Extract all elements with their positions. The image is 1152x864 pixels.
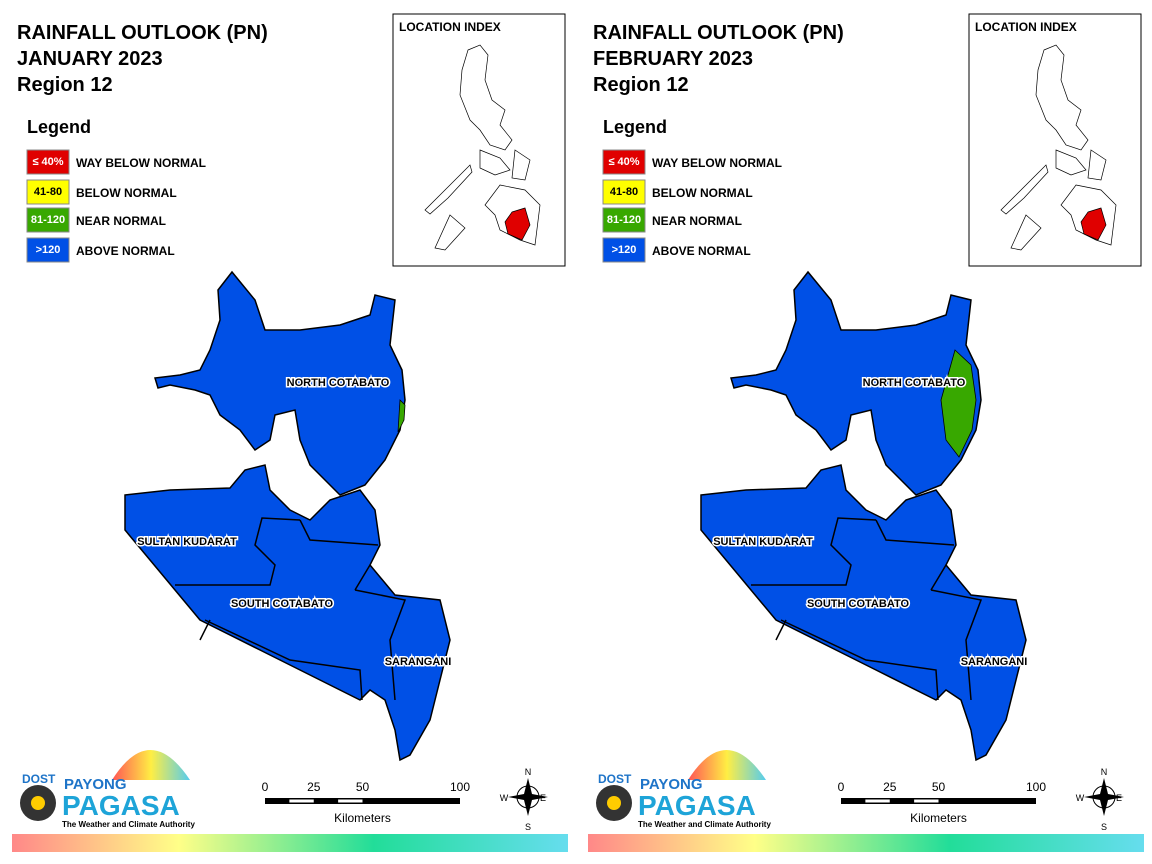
- index-country: [1000, 44, 1117, 251]
- legend-label: ABOVE NORMAL: [652, 244, 751, 258]
- province-label: SARANGANI: [961, 656, 1028, 668]
- compass-letter: N: [525, 767, 532, 777]
- panel: RAINFALL OUTLOOK (PN) JANUARY 2023 Region …: [12, 13, 568, 852]
- legend-label: ABOVE NORMAL: [76, 244, 175, 258]
- scale-label: 100: [450, 780, 470, 794]
- province-label: NORTH COTABATO: [287, 377, 390, 389]
- scale-unit: Kilometers: [334, 811, 391, 825]
- near-normal-area: [940, 349, 977, 458]
- logo-tagline: The Weather and Climate Authority: [62, 820, 195, 829]
- province-boundary: [751, 517, 983, 701]
- province-label: SULTAN KUDARAT: [713, 536, 813, 548]
- title: RAINFALL OUTLOOK (PN): [17, 22, 268, 44]
- logo-umbrella: [688, 750, 766, 780]
- legend-swatch-text: 41-80: [610, 186, 638, 198]
- compass-rose: [1084, 778, 1124, 816]
- legend-swatch: [602, 179, 646, 205]
- legend-swatch-text: >120: [612, 244, 637, 256]
- scale-bar-white: [914, 799, 939, 803]
- logo-brand1: PAYONG: [640, 776, 703, 793]
- legend-swatch: [26, 149, 70, 175]
- legend-label: NEAR NORMAL: [76, 214, 166, 228]
- scale-label: 100: [1026, 780, 1046, 794]
- scale-bar-white: [338, 799, 363, 803]
- scale-label: 25: [883, 780, 897, 794]
- province-label: SARANGANI: [385, 656, 452, 668]
- index-region12: [504, 207, 531, 241]
- compass-letter: E: [1116, 793, 1122, 803]
- legend-swatch-text: 41-80: [34, 186, 62, 198]
- logo-brand2: PAGASA: [62, 790, 180, 821]
- province-south: [124, 464, 451, 762]
- scale-label: 0: [262, 780, 269, 794]
- legend-label: NEAR NORMAL: [652, 214, 742, 228]
- legend-label: BELOW NORMAL: [76, 186, 177, 200]
- province-south: [700, 464, 1027, 762]
- scale-label: 25: [307, 780, 321, 794]
- legend-swatch: [26, 179, 70, 205]
- province-label: SULTAN KUDARAT: [137, 536, 237, 548]
- legend-title: Legend: [603, 117, 667, 137]
- compass-ring: [1092, 785, 1116, 809]
- compass-letter: S: [525, 822, 531, 832]
- logo-agency: DOST: [598, 772, 632, 786]
- province-north-cotabato: [730, 270, 982, 496]
- legend-label: WAY BELOW NORMAL: [652, 156, 782, 170]
- legend-label: BELOW NORMAL: [652, 186, 753, 200]
- logo-tagline: The Weather and Climate Authority: [638, 820, 771, 829]
- province-label: SOUTH COTABATO: [807, 598, 909, 610]
- legend-swatch: [602, 149, 646, 175]
- color-band: [588, 834, 1144, 852]
- index-country: [424, 44, 541, 251]
- index-title: LOCATION INDEX: [975, 20, 1077, 34]
- logo-umbrella: [112, 750, 190, 780]
- region: Region 12: [593, 74, 689, 96]
- logo-agency: DOST: [22, 772, 56, 786]
- legend-swatch: [602, 237, 646, 263]
- compass-letter: E: [540, 793, 546, 803]
- title: RAINFALL OUTLOOK (PN): [593, 22, 844, 44]
- province-label: NORTH COTABATO: [863, 377, 966, 389]
- scale-unit: Kilometers: [910, 811, 967, 825]
- legend-swatch-text: 81-120: [31, 214, 65, 226]
- month: JANUARY 2023: [17, 48, 163, 70]
- legend-swatch-text: 81-120: [607, 214, 641, 226]
- scale-label: 50: [932, 780, 946, 794]
- legend-swatch: [26, 237, 70, 263]
- compass-ring: [516, 785, 540, 809]
- province-label: SOUTH COTABATO: [231, 598, 333, 610]
- logo-brand2: PAGASA: [638, 790, 756, 821]
- near-normal-area: [397, 399, 406, 433]
- compass-letter: N: [1101, 767, 1108, 777]
- legend-swatch: [26, 207, 70, 233]
- province-boundary: [175, 517, 407, 701]
- legend-swatch-text: ≤ 40%: [608, 156, 639, 168]
- compass-letter: W: [500, 793, 509, 803]
- logo-sun-core: [607, 796, 621, 810]
- index-title: LOCATION INDEX: [399, 20, 501, 34]
- legend-swatch-text: ≤ 40%: [32, 156, 63, 168]
- logo-sun-core: [31, 796, 45, 810]
- month: FEBRUARY 2023: [593, 48, 753, 70]
- legend-title: Legend: [27, 117, 91, 137]
- legend-label: WAY BELOW NORMAL: [76, 156, 206, 170]
- legend-swatch: [602, 207, 646, 233]
- color-band: [12, 834, 568, 852]
- region: Region 12: [17, 74, 113, 96]
- compass-letter: W: [1076, 793, 1085, 803]
- legend-swatch-text: >120: [36, 244, 61, 256]
- scale-label: 0: [838, 780, 845, 794]
- compass-rose: [508, 778, 548, 816]
- province-north-cotabato: [154, 270, 406, 496]
- scale-bar-white: [865, 799, 890, 803]
- compass-letter: S: [1101, 822, 1107, 832]
- panel: RAINFALL OUTLOOK (PN) FEBRUARY 2023 Region…: [588, 13, 1144, 852]
- scale-label: 50: [356, 780, 370, 794]
- logo-brand1: PAYONG: [64, 776, 127, 793]
- scale-bar-white: [289, 799, 314, 803]
- index-region12: [1080, 207, 1107, 241]
